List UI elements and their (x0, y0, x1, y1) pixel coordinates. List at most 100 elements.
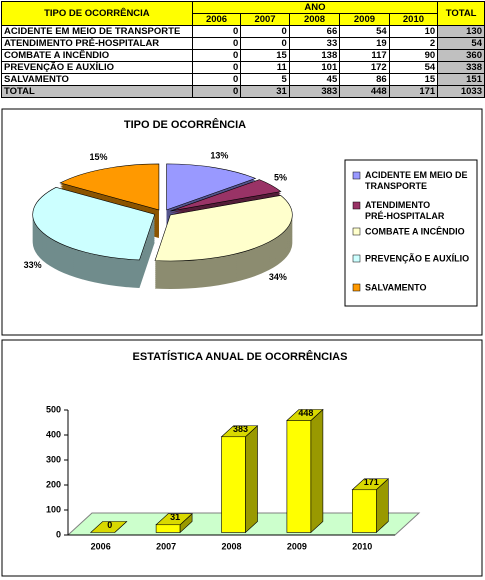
pie-slice (154, 195, 293, 262)
cell: ATENDIMENTO PRÉ-HOSPITALAR (1, 37, 193, 50)
cell: 0 (191, 61, 242, 74)
bar (155, 524, 181, 533)
cell: 0 (191, 37, 242, 50)
legend-swatch (352, 201, 361, 210)
value-label: 31 (170, 512, 180, 522)
x-tick-label: 2010 (352, 541, 372, 551)
legend-swatch (352, 227, 361, 236)
cell: 101 (288, 61, 341, 74)
cell: 33 (288, 37, 341, 50)
bar-top (155, 513, 193, 526)
x-tick-label: 2006 (91, 541, 111, 551)
cell: 2006 (191, 13, 242, 26)
bar (286, 420, 312, 533)
cell: 0 (191, 25, 242, 38)
legend-swatch (352, 171, 361, 180)
cell: 86 (339, 73, 390, 86)
pie-label: 5% (274, 173, 287, 183)
legend-label: COMBATE A INCÊNDIO (365, 225, 465, 236)
cell: 0 (191, 49, 242, 62)
bar-top (89, 521, 128, 533)
pie-label: 33% (24, 260, 42, 270)
pie-slice (59, 163, 160, 211)
y-tick-label: 300 (46, 454, 61, 464)
cell: 138 (288, 49, 341, 62)
cell: 45 (288, 73, 341, 86)
y-tick-label: 0 (56, 529, 61, 539)
cell: 0 (191, 85, 242, 98)
cell: 117 (339, 49, 390, 62)
cell: 10 (388, 25, 439, 38)
cell: TOTAL (1, 85, 193, 98)
cell: 151 (437, 73, 485, 86)
cell: ACIDENTE EM MEIO DE TRANSPORTE (1, 25, 193, 38)
data-table: TIPO DE OCORRÊNCIA ANO TOTAL 2006 2007 2008 20… (1, 1, 485, 98)
chart-title: TIPO DE OCORRÊNCIA (124, 118, 246, 131)
cell: 338 (437, 61, 485, 74)
bar (221, 436, 246, 533)
cell: 66 (288, 25, 341, 38)
cell: 5 (240, 73, 290, 86)
value-label: 448 (298, 408, 313, 418)
cell: 15 (240, 49, 290, 62)
cell: 0 (191, 73, 242, 86)
cell: TIPO DE OCORRÊNCIA (1, 1, 193, 26)
pie-slice (170, 179, 282, 212)
legend-swatch (352, 254, 361, 263)
cell: 360 (437, 49, 485, 62)
cell: PREVENÇÃO E AUXÍLIO (1, 61, 193, 74)
cell: COMBATE A INCÊNDIO (1, 49, 193, 62)
bar (351, 489, 377, 533)
legend-label: PREVENÇÃO E AUXÍLIO (365, 253, 469, 263)
legend-label: SALVAMENTO (365, 282, 427, 292)
cell: 11 (240, 61, 290, 74)
pie-label: 15% (90, 152, 108, 162)
cell: 19 (339, 37, 390, 50)
cell: 1033 (437, 85, 485, 98)
cell: 0 (240, 25, 290, 38)
cell: 171 (388, 85, 439, 98)
cell: 2010 (388, 13, 439, 26)
pie-slice (32, 186, 156, 261)
cell: 2009 (339, 13, 390, 26)
bar-side (245, 425, 258, 534)
cell: 54 (388, 61, 439, 74)
bar-top (351, 478, 390, 491)
value-label: 383 (233, 424, 248, 434)
cell: 54 (437, 37, 485, 50)
cell: 90 (388, 49, 439, 62)
cell: 15 (388, 73, 439, 86)
bar-top (220, 425, 259, 438)
x-tick-label: 2007 (156, 541, 176, 551)
bar-side (310, 408, 324, 534)
y-tick-label: 100 (46, 504, 61, 514)
cell: ANO (191, 1, 439, 14)
cell: 2 (388, 37, 439, 50)
cell: 0 (240, 37, 290, 50)
x-tick-label: 2008 (221, 541, 241, 551)
cell: 2007 (240, 13, 290, 26)
cell: 383 (288, 85, 341, 98)
pie-slice (166, 163, 257, 211)
legend-label: ACIDENTE EM MEIO DE TRANSPORTE (365, 170, 468, 191)
value-label: 171 (364, 477, 379, 487)
legend-label: ATENDIMENTO PRÉ-HOSPITALAR (365, 200, 445, 221)
y-tick-label: 500 (46, 404, 61, 414)
legend-swatch (352, 283, 361, 292)
pie-label: 34% (269, 272, 287, 282)
cell: 2008 (288, 13, 341, 26)
cell: SALVAMENTO (1, 73, 193, 86)
pie-label: 13% (210, 150, 228, 160)
value-label: 0 (107, 520, 112, 530)
bar-top (286, 409, 324, 421)
cell: 54 (339, 25, 390, 38)
y-tick-label: 200 (46, 479, 61, 489)
y-tick-label: 400 (46, 429, 61, 439)
chart-title: ESTATÍSTICA ANUAL DE OCORRÊNCIAS (133, 350, 348, 363)
cell: 130 (437, 25, 485, 38)
cell: 31 (240, 85, 290, 98)
legend-box (344, 159, 478, 307)
cell: 448 (339, 85, 390, 98)
